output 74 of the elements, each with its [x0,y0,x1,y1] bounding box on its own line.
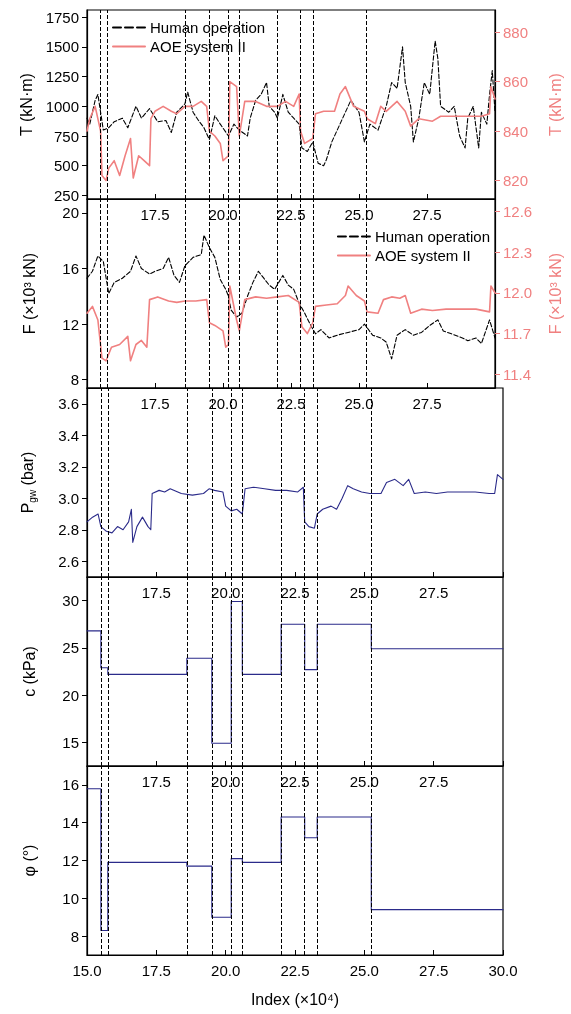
line-series [86,80,496,182]
x-tick-label: 20.0 [211,962,241,979]
y2-tick-label: 880 [503,23,529,41]
y2-tick-label: 11.4 [503,365,532,383]
y-tick-label: 3.4 [58,426,79,444]
x-tick-label: 22.5 [280,773,310,790]
x-tick-label: 17.5 [140,395,170,412]
y-tick-label: 10 [62,889,79,907]
x-tick-label: 17.5 [141,962,171,979]
x-tick-label: 22.5 [280,962,310,979]
y-tick-label: 750 [53,127,79,145]
y-tick-label: 3.6 [58,395,79,413]
y-tick-label: 8 [70,927,79,945]
y-axis-title: Pgw (bar) [18,451,38,514]
y-tick-label: 12 [62,315,79,333]
x-tick-label: 25.0 [349,773,379,790]
y2-tick-label: 860 [503,73,529,91]
x-tick-label: 25.0 [344,395,374,412]
x-tick-label: 15.0 [72,962,102,979]
y-tick-label: 20 [62,686,79,704]
y-tick-label: 16 [62,776,79,794]
y2-tick-label: 12.6 [503,202,533,220]
x-tick-label: 27.5 [419,773,449,790]
x-tick-label: 25.0 [349,584,379,601]
y-axis-title: φ (°) [20,844,38,877]
x-tick-label: 22.5 [280,584,310,601]
y-tick-label: 1000 [45,97,79,115]
x-tick-label: 27.5 [412,395,442,412]
y2-axis-title: T (kN·m) [546,73,564,136]
y-tick-label: 250 [53,186,79,204]
x-tick-label: 25.0 [344,206,374,223]
x-tick-label: 27.5 [419,584,449,601]
y2-tick-label: 12.0 [503,284,533,302]
y-tick-label: 3.2 [58,458,79,476]
y2-tick-label: 820 [503,171,529,189]
legend-label: Human operation [150,19,266,36]
line-series [86,474,504,543]
y-axis-title: F (×10³ kN) [20,252,38,335]
x-tick-label: 20.0 [208,206,238,223]
y-tick-label: 1500 [45,38,79,56]
legend-label: AOE system II [374,247,471,264]
y2-axis-title: F (×10³ kN) [546,252,564,335]
x-tick-label: 17.5 [141,773,171,790]
y-tick-label: 3.0 [58,489,79,507]
y-tick-label: 14 [62,814,79,832]
x-tick-label: 22.5 [276,206,306,223]
y-tick-label: 2.8 [58,521,79,539]
y-tick-label: 16 [62,259,79,277]
y2-tick-label: 12.3 [503,243,533,261]
y-tick-label: 30 [62,592,79,610]
x-tick-label: 22.5 [276,395,306,412]
y-tick-label: 2.6 [58,552,79,570]
y-axis-title: T (kN·m) [18,73,36,136]
y-tick-label: 25 [62,639,79,657]
y-tick-label: 500 [53,157,79,175]
y2-tick-label: 840 [503,122,529,140]
legend-label: Human operation [374,228,491,245]
x-tick-label: 20.0 [211,584,241,601]
x-tick-label: 27.5 [412,206,442,223]
x-tick-label: 17.5 [141,584,171,601]
x-tick-label: 30.0 [488,962,518,979]
x-axis-title: Index (×10⁴) [250,990,340,1008]
y-tick-label: 15 [62,733,79,751]
x-tick-label: 20.0 [211,773,241,790]
x-tick-label: 27.5 [419,962,449,979]
y-tick-label: 20 [62,204,79,222]
y-tick-label: 12 [62,852,79,869]
y-tick-label: 1250 [45,68,79,86]
x-tick-label: 17.5 [140,206,170,223]
y-tick-label: 8 [70,371,79,389]
y2-tick-label: 11.7 [503,325,532,343]
y-tick-label: 1750 [45,8,79,26]
y-axis-title: c (kPa) [20,646,38,697]
x-tick-label: 25.0 [349,962,379,979]
